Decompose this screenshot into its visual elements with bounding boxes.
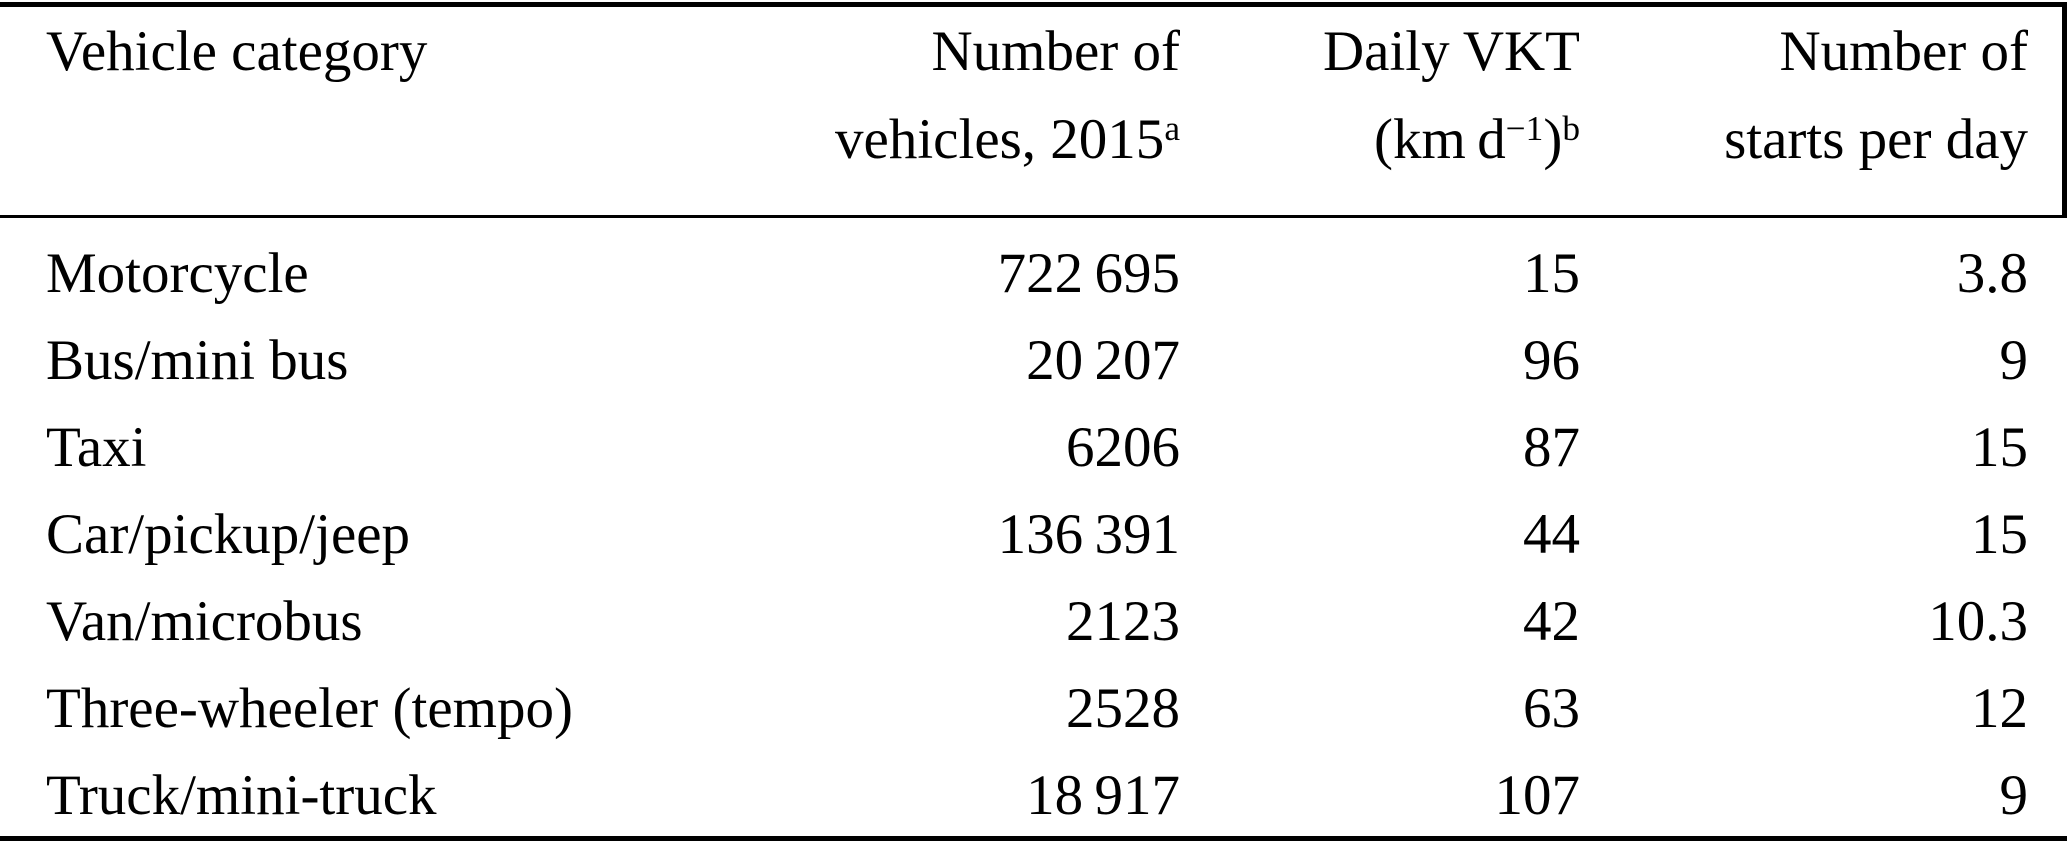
cell-daily-vkt: 15	[1523, 242, 1580, 305]
cell-vehicle-category: Motorcycle	[46, 242, 309, 305]
cell-number-of-vehicles: 6206	[1066, 416, 1180, 479]
table-bottom-rule	[0, 836, 2067, 841]
page-edge-artifact	[2062, 2, 2067, 218]
table-row: Car/pickup/jeep 136 391 44 15	[0, 491, 2067, 578]
cell-number-of-vehicles: 20 207	[1026, 329, 1180, 392]
column-header-number-of-vehicles: Number of vehicles, 2015a	[700, 8, 1180, 184]
cell-daily-vkt: 44	[1523, 503, 1580, 566]
cell-starts-per-day: 3.8	[1956, 242, 2028, 305]
cell-number-of-vehicles: 722 695	[997, 242, 1180, 305]
column-header-line: starts per day	[1724, 108, 2028, 171]
cell-daily-vkt: 63	[1523, 677, 1580, 740]
unit-exponent: −1	[1505, 108, 1544, 148]
column-header-vehicle-category: Vehicle category	[0, 8, 700, 184]
cell-number-of-vehicles: 2123	[1066, 590, 1180, 653]
cell-starts-per-day: 12	[1971, 677, 2028, 740]
cell-vehicle-category: Three-wheeler (tempo)	[46, 677, 573, 740]
cell-number-of-vehicles: 136 391	[997, 503, 1180, 566]
cell-vehicle-category: Car/pickup/jeep	[46, 503, 411, 566]
cell-vehicle-category: Taxi	[46, 416, 147, 479]
cell-daily-vkt: 107	[1494, 764, 1581, 827]
cell-daily-vkt: 42	[1523, 590, 1580, 653]
cell-starts-per-day: 10.3	[1928, 590, 2028, 653]
column-header-starts-per-day: Number of starts per day	[1580, 8, 2028, 184]
cell-starts-per-day: 15	[1971, 503, 2028, 566]
table-row: Bus/mini bus 20 207 96 9	[0, 317, 2067, 404]
cell-vehicle-category: Bus/mini bus	[46, 329, 349, 392]
header-unit-text: )	[1543, 108, 1563, 171]
cell-daily-vkt: 96	[1523, 329, 1580, 392]
column-header-line: vehicles, 2015a	[700, 96, 1180, 184]
cell-vehicle-category: Van/microbus	[46, 590, 363, 653]
cell-daily-vkt: 87	[1523, 416, 1580, 479]
cell-starts-per-day: 9	[1999, 764, 2029, 827]
table-row: Three-wheeler (tempo) 2528 63 12	[0, 665, 2067, 752]
table-row: Taxi 6206 87 15	[0, 404, 2067, 491]
table-header-row: Vehicle category Number of vehicles, 201…	[0, 8, 2067, 184]
column-header-line: Number of	[1779, 20, 2028, 83]
cell-number-of-vehicles: 18 917	[1026, 764, 1180, 827]
cell-starts-per-day: 15	[1971, 416, 2028, 479]
column-header-line: Daily VKT	[1322, 20, 1580, 83]
header-unit-text: vehicles, 2015	[835, 108, 1165, 171]
table-row: Truck/mini-truck 18 917 107 9	[0, 752, 2067, 839]
cell-vehicle-category: Truck/mini-truck	[46, 764, 437, 827]
table-header-rule	[0, 215, 2067, 218]
footnote-marker-b: b	[1562, 108, 1580, 148]
cell-number-of-vehicles: 2528	[1066, 677, 1180, 740]
footnote-marker-a: a	[1164, 108, 1180, 148]
table-row: Van/microbus 2123 42 10.3	[0, 578, 2067, 665]
table-body: Motorcycle 722 695 15 3.8 Bus/mini bus 2…	[0, 230, 2067, 839]
column-header-line: Number of	[931, 20, 1180, 83]
table-row: Motorcycle 722 695 15 3.8	[0, 230, 2067, 317]
header-unit-text: (km d	[1374, 108, 1506, 171]
table-top-rule	[0, 2, 2067, 7]
column-header-daily-vkt: Daily VKT (km d−1)b	[1180, 8, 1580, 184]
column-header-line: Vehicle category	[46, 20, 428, 83]
column-header-line: (km d−1)b	[1180, 96, 1580, 184]
cell-starts-per-day: 9	[1999, 329, 2029, 392]
